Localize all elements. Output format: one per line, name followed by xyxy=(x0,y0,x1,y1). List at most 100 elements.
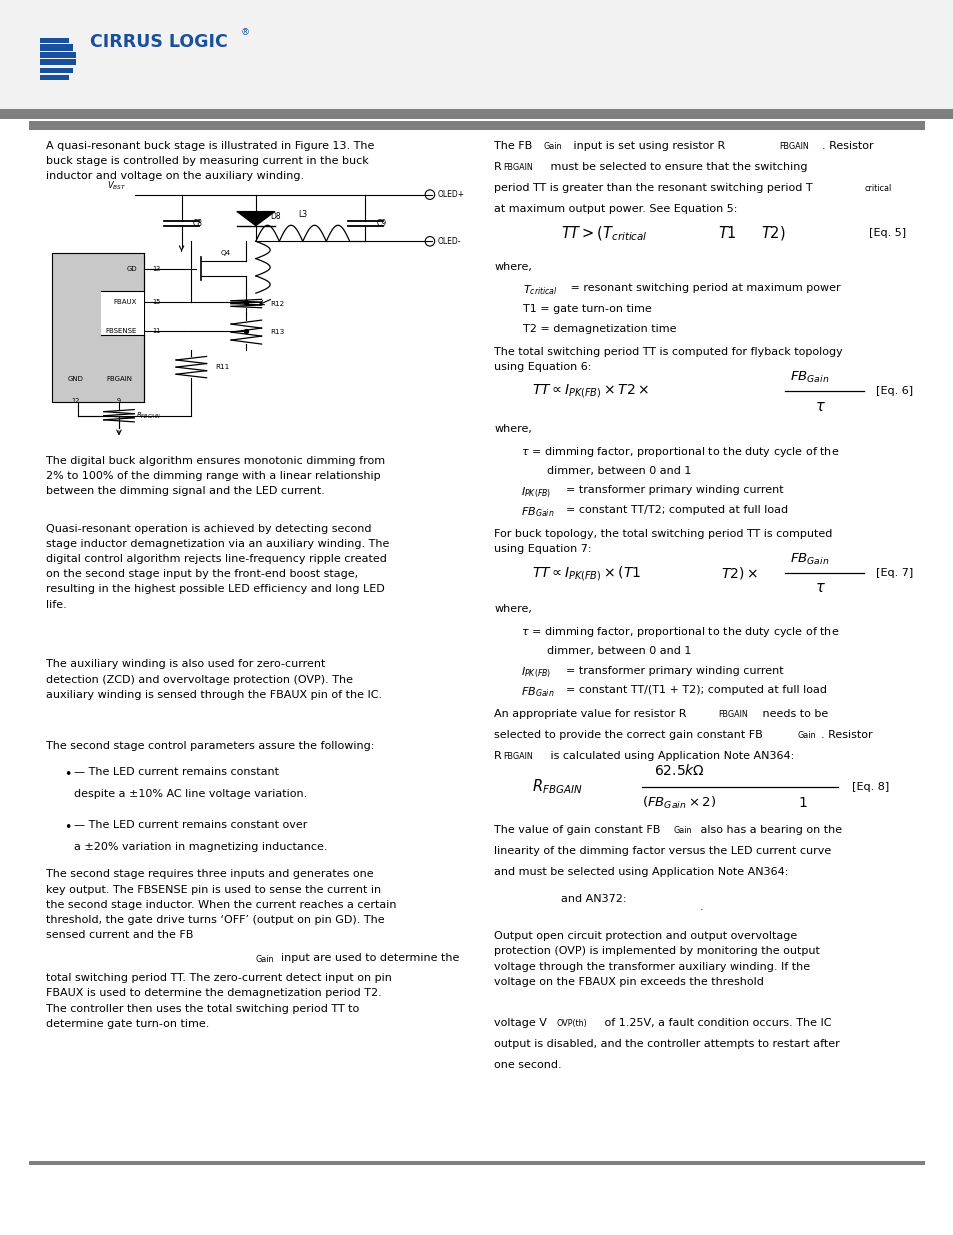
Text: also has a bearing on the: also has a bearing on the xyxy=(697,825,841,835)
Text: input are used to determine the: input are used to determine the xyxy=(281,953,459,963)
Text: FBGAIN: FBGAIN xyxy=(779,142,808,151)
Text: FBGAIN: FBGAIN xyxy=(106,375,132,382)
Text: 15: 15 xyxy=(152,299,160,305)
Text: R: R xyxy=(494,751,501,761)
Text: Gain: Gain xyxy=(255,955,274,963)
Text: — The LED current remains constant: — The LED current remains constant xyxy=(74,767,279,777)
Bar xyxy=(0,109,953,119)
Text: $FB_{Gain}$: $FB_{Gain}$ xyxy=(789,370,828,385)
Text: 13: 13 xyxy=(152,266,160,272)
Bar xyxy=(29,121,924,130)
Text: $T2) \times$: $T2) \times$ xyxy=(720,566,758,580)
Text: OLED+: OLED+ xyxy=(437,190,464,199)
Text: $\tau$: $\tau$ xyxy=(814,399,824,414)
Text: = transformer primary winding current: = transformer primary winding current xyxy=(565,485,782,495)
Text: $R_{FBGAIN}$: $R_{FBGAIN}$ xyxy=(532,777,582,797)
Bar xyxy=(101,290,144,335)
Bar xyxy=(40,44,72,51)
Bar xyxy=(40,68,72,73)
Text: where,: where, xyxy=(494,604,532,614)
Text: total switching period TT. The zero-current detect input on pin
FBAUX is used to: total switching period TT. The zero-curr… xyxy=(46,973,392,1029)
Text: = transformer primary winding current: = transformer primary winding current xyxy=(565,666,782,676)
Text: 12: 12 xyxy=(71,398,80,404)
Text: and must be selected using Application Note AN364:: and must be selected using Application N… xyxy=(494,867,788,877)
Text: $V_{BST}$: $V_{BST}$ xyxy=(107,179,127,191)
Text: where,: where, xyxy=(494,424,532,433)
Text: Output open circuit protection and output overvoltage
protection (OVP) is implem: Output open circuit protection and outpu… xyxy=(494,931,820,987)
Text: at maximum output power. See Equation 5:: at maximum output power. See Equation 5: xyxy=(494,204,737,214)
Text: D8: D8 xyxy=(270,212,280,221)
Text: GND: GND xyxy=(68,375,84,382)
Text: $\tau$: $\tau$ xyxy=(814,580,824,595)
Text: and AN372:: and AN372: xyxy=(560,894,626,904)
Text: T2 = demagnetization time: T2 = demagnetization time xyxy=(522,324,676,333)
Text: dimmer, between 0 and 1: dimmer, between 0 and 1 xyxy=(546,466,690,475)
Bar xyxy=(40,75,69,80)
Text: = constant TT/(T1 + T2); computed at full load: = constant TT/(T1 + T2); computed at ful… xyxy=(565,685,826,695)
Text: $FB_{Gain}$: $FB_{Gain}$ xyxy=(789,552,828,567)
Text: •: • xyxy=(64,821,71,835)
Text: Gain: Gain xyxy=(543,142,561,151)
Text: R: R xyxy=(494,162,501,172)
Text: $TT > (T_{critical}$: $TT > (T_{critical}$ xyxy=(560,225,647,242)
Text: L3: L3 xyxy=(298,210,307,219)
Text: $TT \propto I_{PK(FB)} \times T2 \times$: $TT \propto I_{PK(FB)} \times T2 \times$ xyxy=(532,383,649,400)
Text: output is disabled, and the controller attempts to restart after: output is disabled, and the controller a… xyxy=(494,1039,839,1049)
Bar xyxy=(0,0,953,111)
Text: T1 = gate turn-on time: T1 = gate turn-on time xyxy=(522,304,651,314)
Text: = resonant switching period at maximum power: = resonant switching period at maximum p… xyxy=(566,283,840,293)
Bar xyxy=(40,52,76,58)
Text: despite a ±10% AC line voltage variation.: despite a ±10% AC line voltage variation… xyxy=(74,789,307,799)
Text: CIRRUS LOGIC: CIRRUS LOGIC xyxy=(90,32,227,51)
Text: FBGAIN: FBGAIN xyxy=(718,710,747,719)
Text: 9: 9 xyxy=(117,398,121,404)
Text: R12: R12 xyxy=(270,300,284,306)
Text: of 1.25V, a fault condition occurs. The IC: of 1.25V, a fault condition occurs. The … xyxy=(600,1018,831,1028)
Text: $\tau$ = dimming factor, proportional to the duty cycle of the: $\tau$ = dimming factor, proportional to… xyxy=(520,445,839,458)
Text: $T_{critical}$: $T_{critical}$ xyxy=(522,283,558,296)
Text: voltage V: voltage V xyxy=(494,1018,546,1028)
Text: FBGAIN: FBGAIN xyxy=(503,163,533,172)
Text: period TT is greater than the resonant switching period T: period TT is greater than the resonant s… xyxy=(494,183,812,193)
Text: Gain: Gain xyxy=(673,826,691,835)
Text: [Eq. 7]: [Eq. 7] xyxy=(875,568,912,578)
Bar xyxy=(40,59,76,65)
Text: where,: where, xyxy=(494,262,532,272)
Text: For buck topology, the total switching period TT is computed
using Equation 7:: For buck topology, the total switching p… xyxy=(494,529,832,553)
Text: The auxiliary winding is also used for zero-current
detection (ZCD) and overvolt: The auxiliary winding is also used for z… xyxy=(46,659,381,700)
Bar xyxy=(29,1161,924,1165)
Text: selected to provide the correct gain constant FB: selected to provide the correct gain con… xyxy=(494,730,762,740)
Text: . Resistor: . Resistor xyxy=(821,730,872,740)
Text: .: . xyxy=(699,902,702,911)
Text: $TT \propto I_{PK(FB)} \times (T1$: $TT \propto I_{PK(FB)} \times (T1$ xyxy=(532,563,641,583)
Text: $\tau$ = dimming factor, proportional to the duty cycle of the: $\tau$ = dimming factor, proportional to… xyxy=(520,625,839,638)
Text: input is set using resistor R: input is set using resistor R xyxy=(570,141,725,151)
Text: R11: R11 xyxy=(215,364,229,370)
Text: GD: GD xyxy=(126,266,136,272)
Text: one second.: one second. xyxy=(494,1060,561,1070)
Text: — The LED current remains constant over: — The LED current remains constant over xyxy=(74,820,308,830)
Text: $62.5k\Omega$: $62.5k\Omega$ xyxy=(654,763,705,778)
Text: $FB_{Gain}$: $FB_{Gain}$ xyxy=(520,505,554,519)
Text: The value of gain constant FB: The value of gain constant FB xyxy=(494,825,659,835)
Text: needs to be: needs to be xyxy=(759,709,828,719)
Text: Gain: Gain xyxy=(797,731,815,740)
Text: . Resistor: . Resistor xyxy=(821,141,873,151)
Text: is calculated using Application Note AN364:: is calculated using Application Note AN3… xyxy=(546,751,793,761)
Text: FBSENSE: FBSENSE xyxy=(105,327,136,333)
Text: a ±20% variation in magnetizing inductance.: a ±20% variation in magnetizing inductan… xyxy=(74,842,328,852)
Text: R13: R13 xyxy=(270,329,284,335)
Text: An appropriate value for resistor R: An appropriate value for resistor R xyxy=(494,709,686,719)
Bar xyxy=(40,38,69,43)
Text: $T1$: $T1$ xyxy=(718,226,737,241)
Text: Quasi-resonant operation is achieved by detecting second
stage inductor demagnet: Quasi-resonant operation is achieved by … xyxy=(46,524,389,610)
Text: FBGAIN: FBGAIN xyxy=(503,752,533,761)
Text: [Eq. 5]: [Eq. 5] xyxy=(868,228,905,238)
Text: The second stage control parameters assure the following:: The second stage control parameters assu… xyxy=(46,741,374,751)
Text: must be selected to ensure that the switching: must be selected to ensure that the swit… xyxy=(546,162,806,172)
Text: OVP(th): OVP(th) xyxy=(556,1019,586,1028)
Text: C9: C9 xyxy=(376,219,387,227)
Text: 11: 11 xyxy=(152,327,160,333)
Text: OLED-: OLED- xyxy=(437,237,460,246)
Text: $R_{FBGAIN}$: $R_{FBGAIN}$ xyxy=(136,410,161,421)
